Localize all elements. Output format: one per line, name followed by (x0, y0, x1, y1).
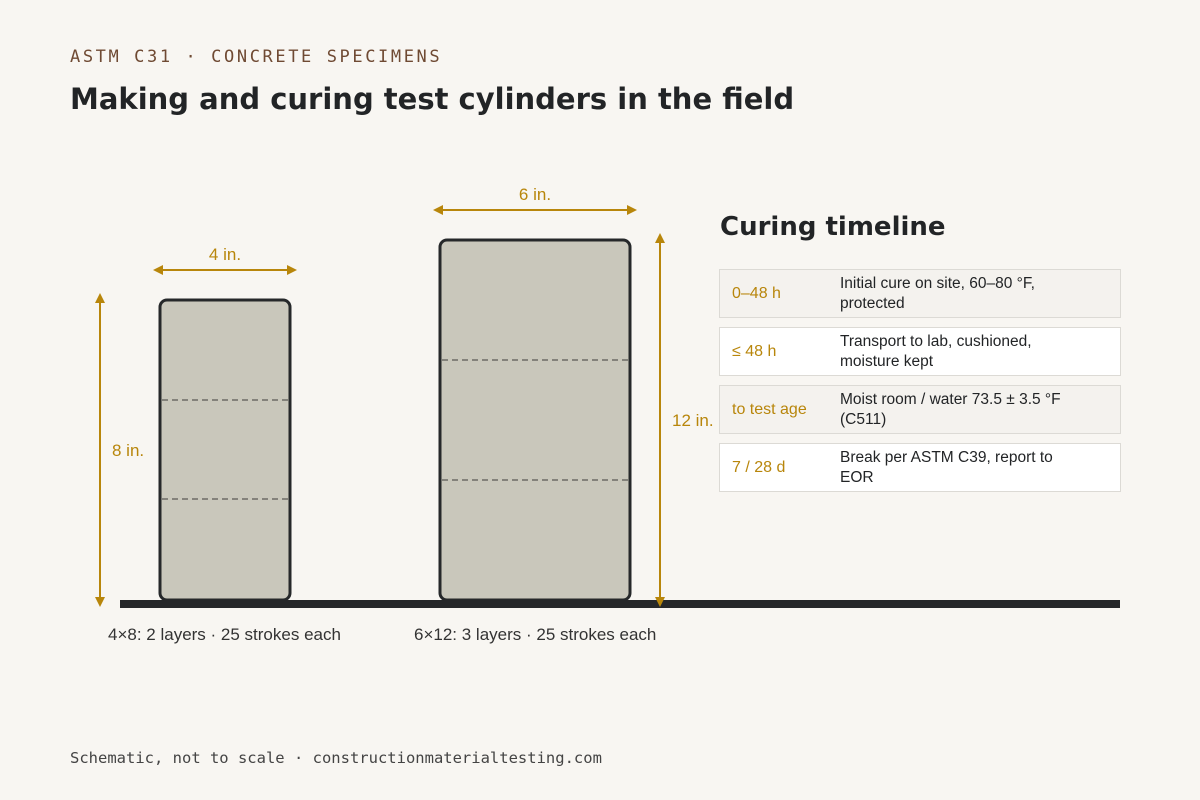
timeline-row: 7 / 28 d Break per ASTM C39, report to E… (719, 443, 1121, 492)
page-title: Making and curing test cylinders in the … (70, 82, 795, 116)
timeline-row: 0–48 h Initial cure on site, 60–80 °F, p… (719, 269, 1121, 318)
timeline-title: Curing timeline (720, 212, 946, 242)
curing-timeline: 0–48 h Initial cure on site, 60–80 °F, p… (719, 269, 1121, 501)
cylinder-4x8-body (158, 298, 292, 602)
cylinder-6x12-caption: 6×12: 3 layers · 25 strokes each (414, 625, 656, 644)
eyebrow-label: ASTM C31 · CONCRETE SPECIMENS (70, 47, 443, 67)
timeline-row-desc: Initial cure on site, 60–80 °F, protecte… (840, 274, 1035, 312)
footer-note: Schematic, not to scale · constructionma… (70, 749, 602, 767)
cylinder-4x8-diameter-label: 4 in. (209, 245, 241, 264)
cylinder-6x12-diameter-label: 6 in. (519, 185, 551, 204)
cylinder-4x8-height-label: 8 in. (112, 441, 144, 460)
cylinder-4x8: 4 in. 8 in. 4×8: 2 layers · 25 strokes e… (95, 245, 341, 644)
timeline-row-time: ≤ 48 h (732, 343, 777, 360)
timeline-row: to test age Moist room / water 73.5 ± 3.… (719, 385, 1121, 434)
cylinder-4x8-caption: 4×8: 2 layers · 25 strokes each (108, 625, 341, 644)
timeline-row-time: 7 / 28 d (732, 459, 786, 476)
timeline-row-desc: Break per ASTM C39, report to EOR (840, 448, 1053, 486)
timeline-row-desc: Moist room / water 73.5 ± 3.5 °F (C511) (840, 390, 1061, 428)
cylinder-6x12-body (438, 238, 632, 602)
cylinder-6x12-height-label: 12 in. (672, 411, 714, 430)
timeline-row-desc: Transport to lab, cushioned, moisture ke… (840, 332, 1032, 370)
cylinder-6x12: 6 in. 12 in. 6×12: 3 layers · 25 strokes… (414, 185, 714, 644)
timeline-row-time: to test age (732, 401, 807, 418)
timeline-row: ≤ 48 h Transport to lab, cushioned, mois… (719, 327, 1121, 376)
timeline-row-time: 0–48 h (732, 285, 781, 302)
